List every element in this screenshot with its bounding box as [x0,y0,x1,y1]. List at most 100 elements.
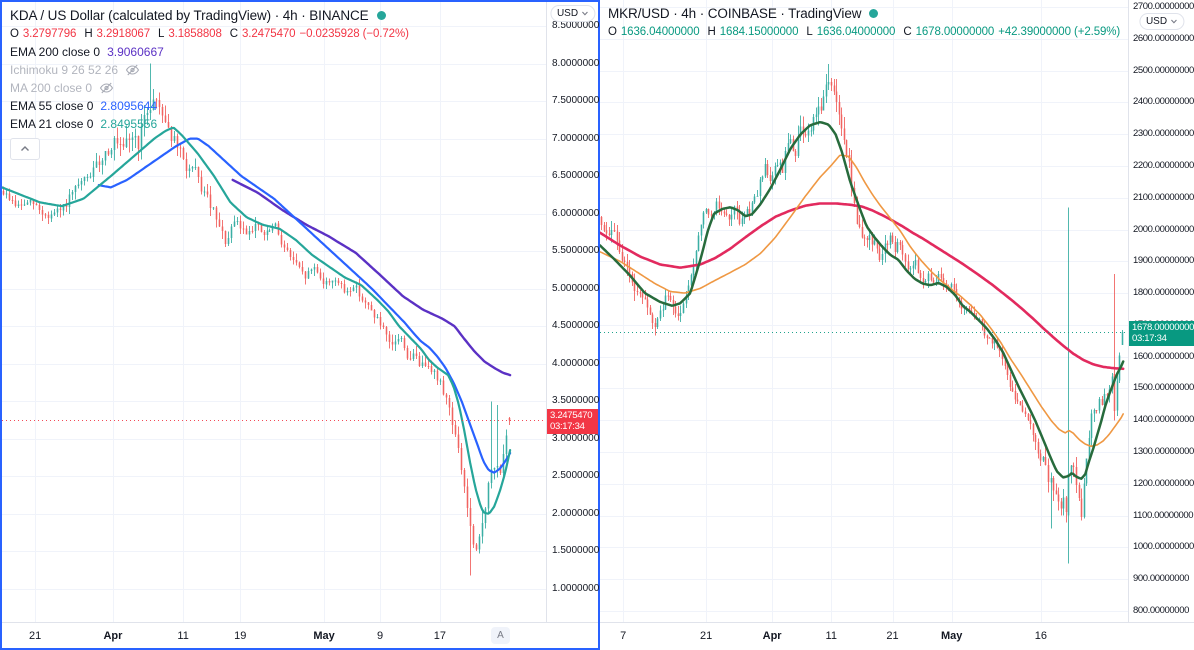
market-status-dot-icon[interactable] [376,11,386,20]
time-tick-label: May [313,630,335,642]
left-symbol-title[interactable]: KDA / US Dollar (calculated by TradingVi… [10,8,409,23]
price-tick-label: 4.0000000 [552,357,600,369]
ohlc-low-label: L [806,26,813,38]
ohlc-high-label: H [707,26,716,38]
price-tick-label: 8.0000000 [552,57,600,69]
price-tick-label: 3.0000000 [552,432,600,444]
right-chart-plot-area[interactable] [600,0,1128,622]
price-tick-label: 2300.00000000 [1133,128,1194,140]
chevron-up-icon [19,145,31,153]
price-tick-label: 1200.00000000 [1133,477,1194,489]
right-currency-dropdown[interactable]: USD [1138,13,1185,30]
time-tick-label: 11 [825,630,837,642]
indicator-name: MA 200 close 0 [10,81,93,95]
ohlc-close-label: C [903,26,912,38]
price-tick-label: 1300.00000000 [1133,446,1194,458]
right-currency-label: USD [1145,16,1168,27]
indicator-value: 3.9060667 [107,45,164,59]
time-tick-label: Apr [103,630,123,642]
time-tick-label: May [940,630,963,642]
price-tick-label: 2400.00000000 [1133,96,1194,108]
right-title-text: MKR/USD · 4h · COINBASE · TradingView [608,6,862,21]
time-tick-label: 7 [620,630,627,642]
left-legend-pane: KDA / US Dollar (calculated by TradingVi… [10,8,409,160]
price-tick-label: 2100.00000000 [1133,191,1194,203]
time-tick-label: 17 [433,630,447,642]
legend-collapse-button[interactable] [10,138,40,160]
time-tick-label: 9 [377,630,384,642]
time-tick-label: 19 [234,630,247,642]
price-tick-label: 5.5000000 [552,245,600,257]
price-tick-label: 7.0000000 [552,132,600,144]
legend-item-ichimoku[interactable]: Ichimoku 9 26 52 26 [10,63,409,77]
price-tick-label: 2.0000000 [552,507,600,519]
price-tick-label: 2600.00000000 [1133,32,1194,44]
left-chart-plot-area[interactable] [2,2,546,622]
price-tick-label: 2200.00000000 [1133,159,1194,171]
legend-item-ma-200[interactable]: MA 200 close 0 [10,81,409,95]
right-time-axis[interactable]: 7 21 Apr 11 21 May 16 [600,622,1194,650]
legend-item-ema-200[interactable]: EMA 200 close 0 3.9060667 [10,45,409,59]
left-chart-panel: USD 8.5000000 8.0000000 7.5000000 7.0000000… [0,0,600,650]
eye-off-icon[interactable] [125,64,140,76]
ohlc-low-label: L [158,28,165,40]
indicator-value: 2.8095644 [100,99,158,113]
price-tick-label: 800.00000000 [1133,605,1189,616]
time-tick-label: 21 [886,630,899,642]
ohlc-change-value: +42.39000000 (+2.59%) [998,26,1121,38]
indicator-value: 2.8495556 [100,117,158,131]
left-currency-label: USD [556,8,579,19]
left-title-text: KDA / US Dollar (calculated by TradingVi… [10,8,369,23]
ohlc-high-value: 3.2918067 [96,28,151,40]
time-tick-label: Apr [762,630,782,642]
price-tick-label: 2500.00000000 [1133,64,1194,76]
last-price-badge: 1678.00000000 03:17:34 [1129,320,1194,346]
price-tick-label: 1900.00000000 [1133,255,1194,267]
price-tick-label: 4.5000000 [552,320,600,332]
ohlc-high-value: 1684.15000000 [719,26,799,38]
price-tick-label: 1400.00000000 [1133,414,1194,426]
time-tick-label: 21 [29,630,42,642]
ohlc-high-label: H [84,28,93,40]
chevron-down-icon [581,11,588,16]
indicator-name: EMA 200 close 0 [10,45,101,59]
chevron-down-icon [1170,19,1177,24]
ohlc-low-value: 1636.04000000 [816,26,896,38]
right-price-axis[interactable]: USD 2700.00000000 2600.00000000 2500.00000… [1128,0,1194,622]
right-symbol-title[interactable]: MKR/USD · 4h · COINBASE · TradingView [608,6,1120,21]
price-tick-label: 7.5000000 [552,95,600,107]
ohlc-close-value: 3.2475470 [242,28,296,40]
left-currency-dropdown[interactable]: USD [549,5,596,22]
left-price-axis[interactable]: USD 8.5000000 8.0000000 7.5000000 7.0000000… [546,2,600,622]
left-time-axis[interactable]: A 21 Apr 11 19 May 9 17 [2,622,598,648]
price-tick-label: 2.5000000 [552,470,600,482]
right-chart-panel: USD 2700.00000000 2600.00000000 2500.00000… [600,0,1194,650]
legend-item-ema-55[interactable]: EMA 55 close 0 2.8095644 [10,99,409,113]
price-tick-label: 6.0000000 [552,207,600,219]
price-tick-label: 1000.00000000 [1133,541,1194,553]
price-tick-label: 2700.00000000 [1133,1,1194,12]
right-ohlc-row: O 1636.04000000 H 1684.15000000 L 1636.0400… [608,26,1120,38]
indicator-name: EMA 21 close 0 [10,117,94,131]
ohlc-low-value: 3.1858808 [168,28,222,40]
eye-off-icon[interactable] [99,82,114,94]
price-tick-label: 1.5000000 [552,545,600,557]
left-ohlc-row: O 3.2797796 H 3.2918067 L 3.1858808 C 3.2475… [10,28,409,40]
ohlc-open-label: O [608,26,617,38]
indicator-name: Ichimoku 9 26 52 26 [10,63,119,77]
market-status-dot-icon[interactable] [869,9,879,18]
time-tick-label: 16 [1034,630,1047,642]
price-tick-label: 2000.00000000 [1133,223,1194,235]
price-tick-label: 6.5000000 [552,170,600,182]
price-tick-label: 8.5000000 [552,20,600,31]
left-axis-a-button[interactable]: A [491,627,510,644]
price-tick-label: 5.0000000 [552,282,600,294]
legend-item-ema-21[interactable]: EMA 21 close 0 2.8495556 [10,117,409,131]
price-tick-label: 1600.00000000 [1133,350,1194,362]
time-tick-label: 11 [177,630,189,642]
ohlc-open-value: 1636.04000000 [620,26,700,38]
price-tick-label: 1800.00000000 [1133,287,1194,299]
ohlc-change-value: −0.0235928 (−0.72%) [299,28,409,40]
ohlc-open-label: O [10,28,19,40]
